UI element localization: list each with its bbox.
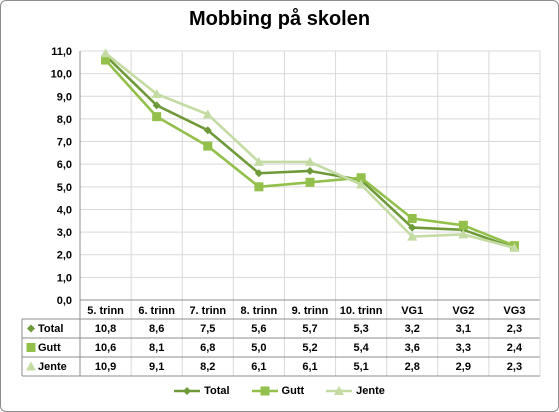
table-cell-gutt: 5,0 bbox=[251, 342, 266, 354]
category-label: 10. trinn bbox=[340, 305, 383, 317]
data-point-gutt bbox=[152, 112, 162, 122]
y-tick-label: 1,0 bbox=[57, 272, 72, 284]
data-point-total bbox=[254, 169, 263, 178]
legend-key-jente bbox=[326, 386, 353, 395]
table-cell-jente: 5,1 bbox=[353, 361, 368, 373]
table-cell-total: 7,5 bbox=[200, 323, 215, 335]
y-tick-label: 2,0 bbox=[57, 250, 72, 262]
category-label: 9. trinn bbox=[292, 305, 329, 317]
legend-item-gutt: Gutt bbox=[251, 385, 305, 397]
table-cell-jente: 2,9 bbox=[456, 361, 471, 373]
y-tick-label: 11,0 bbox=[51, 46, 72, 58]
table-cell-total: 10,8 bbox=[95, 323, 116, 335]
data-point-jente bbox=[356, 179, 367, 189]
data-point-jente bbox=[305, 156, 315, 166]
chart-title: Mobbing på skolen bbox=[188, 8, 371, 30]
data-point-jente bbox=[202, 109, 213, 119]
table-cell-total: 5,3 bbox=[353, 323, 368, 335]
data-point-jente bbox=[458, 229, 469, 239]
data-point-jente bbox=[509, 242, 520, 252]
series-line-gutt bbox=[104, 59, 515, 247]
legend-label-gutt: Gutt bbox=[281, 385, 305, 397]
y-tick-label: 4,0 bbox=[57, 204, 72, 216]
table-cell-jente: 6,1 bbox=[302, 361, 317, 373]
data-point-jente bbox=[407, 231, 418, 241]
category-label: VG2 bbox=[452, 305, 474, 317]
legend-key-total bbox=[174, 387, 201, 395]
category-label: VG1 bbox=[401, 305, 423, 317]
y-tick-label: 7,0 bbox=[57, 137, 72, 149]
table-cell-total: 3,1 bbox=[456, 323, 471, 335]
table-cell-jente: 2,3 bbox=[507, 361, 522, 373]
y-tick-label: 0,0 bbox=[57, 295, 72, 307]
table-cell-jente: 2,8 bbox=[405, 361, 420, 373]
table-cell-total: 5,6 bbox=[251, 323, 266, 335]
legend-label-jente: Jente bbox=[356, 385, 385, 397]
table-cell-total: 2,3 bbox=[507, 323, 522, 335]
data-point-gutt bbox=[356, 173, 366, 183]
table-cell-total: 5,7 bbox=[302, 323, 317, 335]
table-cell-gutt: 3,3 bbox=[456, 342, 471, 354]
table-cell-gutt: 10,6 bbox=[95, 342, 116, 354]
data-point-gutt bbox=[305, 177, 315, 187]
table-cell-gutt: 6,8 bbox=[200, 342, 215, 354]
legend-key-gutt bbox=[251, 386, 278, 396]
table-cell-gutt: 8,1 bbox=[149, 342, 164, 354]
table-cell-gutt: 3,6 bbox=[405, 342, 420, 354]
data-point-jente bbox=[151, 89, 162, 99]
table-row-label-jente: Jente bbox=[38, 361, 67, 373]
legend-item-jente: Jente bbox=[326, 385, 385, 397]
series-line-jente bbox=[104, 52, 515, 250]
y-tick-label: 8,0 bbox=[57, 114, 72, 126]
category-label: 8. trinn bbox=[241, 305, 278, 317]
table-row-label-total: Total bbox=[38, 323, 63, 335]
data-point-gutt bbox=[254, 182, 264, 192]
table-legend-key-gutt bbox=[26, 343, 36, 352]
y-tick-label: 5,0 bbox=[57, 182, 72, 194]
data-point-jente bbox=[253, 156, 264, 166]
table-cell-jente: 10,9 bbox=[95, 361, 116, 373]
legend-label-total: Total bbox=[204, 385, 230, 397]
table-cell-jente: 9,1 bbox=[149, 361, 164, 373]
table-cell-jente: 6,1 bbox=[251, 361, 266, 373]
table-row-label-gutt: Gutt bbox=[38, 342, 61, 354]
data-point-total bbox=[408, 223, 417, 232]
data-point-total bbox=[203, 126, 212, 135]
data-point-gutt bbox=[101, 55, 111, 65]
y-tick-label: 9,0 bbox=[57, 91, 72, 103]
category-label: 7. trinn bbox=[189, 305, 226, 317]
table-cell-total: 8,6 bbox=[149, 323, 164, 335]
table-cell-gutt: 5,2 bbox=[302, 342, 317, 354]
table-cell-total: 3,2 bbox=[405, 323, 420, 335]
data-point-gutt bbox=[203, 141, 213, 151]
y-tick-label: 6,0 bbox=[57, 159, 72, 171]
data-point-total bbox=[306, 166, 314, 175]
chart-legend: Total Gutt Jente bbox=[0, 385, 559, 397]
table-cell-gutt: 5,4 bbox=[353, 342, 369, 354]
y-tick-label: 3,0 bbox=[57, 227, 72, 239]
category-label: 5. trinn bbox=[87, 305, 124, 317]
table-legend-key-total bbox=[27, 324, 35, 333]
series-line-total bbox=[104, 54, 515, 250]
data-point-jente bbox=[100, 48, 111, 58]
data-point-gutt bbox=[458, 220, 468, 230]
category-label: 6. trinn bbox=[138, 305, 175, 317]
table-cell-jente: 8,2 bbox=[200, 361, 215, 373]
table-legend-key-jente bbox=[26, 361, 36, 371]
y-tick-label: 10,0 bbox=[51, 69, 72, 81]
data-point-gutt bbox=[407, 214, 417, 224]
category-label: VG3 bbox=[503, 305, 525, 317]
table-cell-gutt: 2,4 bbox=[507, 342, 523, 354]
data-point-total bbox=[152, 101, 161, 110]
legend-item-total: Total bbox=[174, 385, 230, 397]
